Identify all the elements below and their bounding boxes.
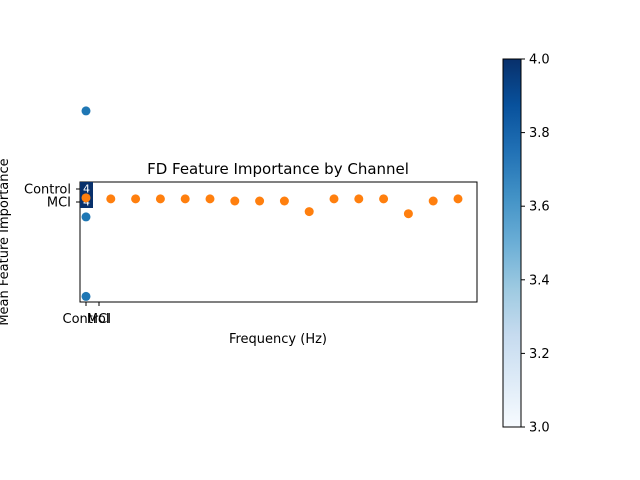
x-tick-label: MCI — [87, 312, 111, 327]
data-point — [180, 194, 190, 204]
x-tick-label: Control — [63, 312, 110, 327]
plot-area-frame — [79, 181, 478, 303]
colorbar-tick-label: 3.0 — [529, 421, 550, 436]
colorbar-tick-label: 3.4 — [529, 273, 550, 288]
heatmap-cell-annotation: 4 — [83, 183, 90, 196]
data-point — [453, 194, 463, 204]
data-point — [304, 207, 314, 217]
data-point — [81, 106, 91, 116]
data-point — [155, 194, 165, 204]
data-point — [131, 194, 141, 204]
x-axis-label: Frequency (Hz) — [229, 332, 327, 347]
data-point — [106, 194, 116, 204]
data-point — [403, 209, 413, 219]
data-point — [81, 291, 91, 301]
colorbar-ticks: 3.0 3.2 3.4 3.6 3.8 4.0 — [521, 53, 550, 436]
data-point — [279, 196, 289, 206]
colorbar-tick-label: 3.8 — [529, 126, 550, 141]
data-point — [329, 194, 339, 204]
data-point — [255, 196, 265, 206]
heatmap-cell — [80, 182, 93, 195]
data-point — [81, 212, 91, 222]
data-point — [81, 193, 91, 203]
chart-title: FD Feature Importance by Channel — [147, 160, 409, 178]
y-axis-label: Mean Feature Importance — [0, 158, 12, 325]
y-tick-label: MCI — [47, 196, 71, 211]
data-point — [230, 196, 240, 206]
colorbar-gradient — [502, 58, 522, 428]
colorbar-tick-label: 3.2 — [529, 347, 550, 362]
data-point — [354, 194, 364, 204]
data-point — [205, 194, 215, 204]
colorbar-tick-label: 4.0 — [529, 53, 550, 68]
colorbar-tick-label: 3.6 — [529, 200, 550, 215]
data-point — [379, 194, 389, 204]
data-point — [428, 196, 438, 206]
colorbar: 3.0 3.2 3.4 3.6 3.8 4.0 — [502, 53, 550, 436]
scatter-points — [81, 106, 463, 301]
y-tick-label: Control — [24, 183, 71, 198]
